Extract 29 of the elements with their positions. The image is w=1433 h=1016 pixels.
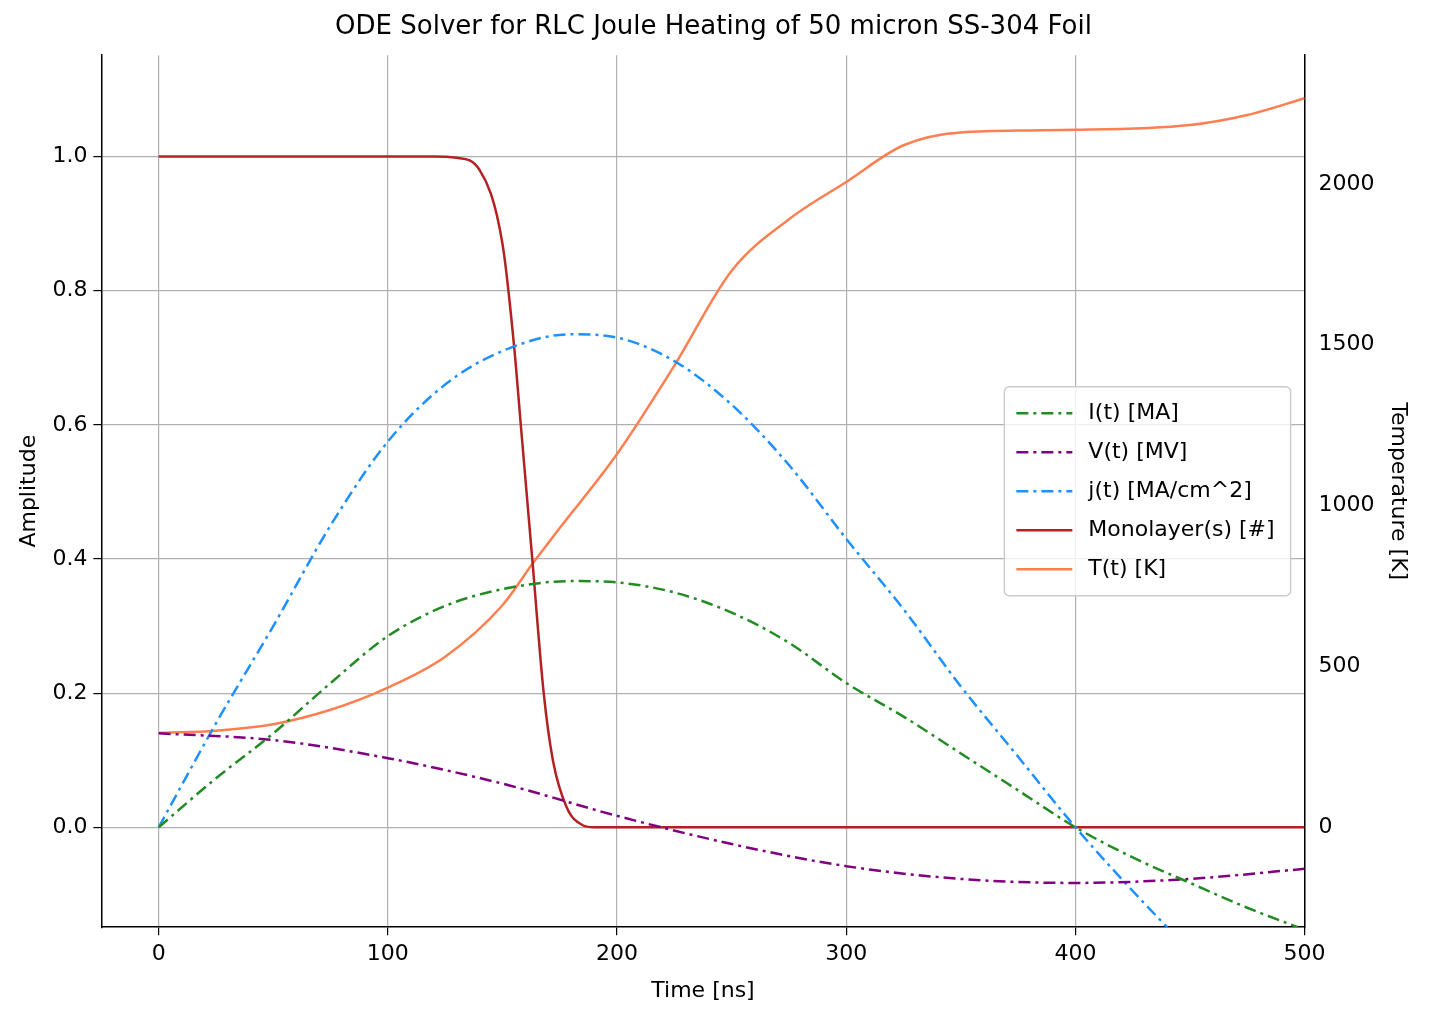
legend-label: I(t) [MA] [1088,398,1179,424]
x-axis-title: Time [ns] [650,976,755,1002]
x-tick-label: 200 [596,940,639,966]
y2-tick-label: 1000 [1318,491,1375,517]
legend-label: Monolayer(s) [#] [1088,515,1275,541]
y2-axis-title: Temperature [K] [1387,401,1413,581]
legend-label: V(t) [MV] [1088,437,1188,463]
y-tick-label: 0.0 [52,812,88,838]
legend-label: j(t) [MA/cm^2] [1087,476,1252,502]
x-tick-label: 100 [366,940,409,966]
x-tick-label: 300 [825,940,868,966]
y-tick-label: 1.0 [52,142,88,168]
y-axis-title: Amplitude [14,434,40,548]
legend-label: T(t) [K] [1087,554,1167,580]
line-series [157,732,1305,885]
y-tick-label: 0.6 [52,410,88,436]
line-series [157,579,1299,928]
y2-tick-label: 500 [1318,652,1361,678]
y2-tick-label: 2000 [1318,169,1375,195]
y2-tick-label: 0 [1318,812,1333,838]
y-tick-label: 0.8 [52,276,88,302]
line-series [157,155,1305,829]
x-tick-label: 500 [1283,940,1326,966]
x-tick-label: 400 [1054,940,1097,966]
chart-title: ODE Solver for RLC Joule Heating of 50 micron SS-304 Foil [335,10,1092,41]
y-tick-label: 0.2 [52,678,88,704]
y2-tick-label: 1500 [1318,330,1375,356]
y-tick-label: 0.4 [52,544,88,570]
x-tick-label: 0 [151,940,166,966]
